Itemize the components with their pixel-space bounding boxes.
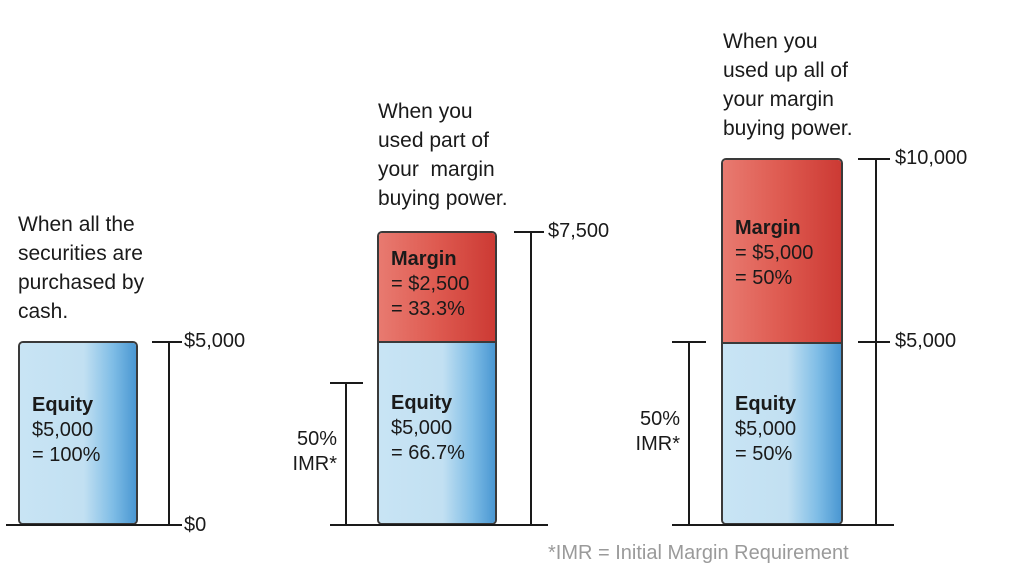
- caption-line: cash.: [18, 300, 69, 323]
- caption-line: When all the: [18, 213, 135, 236]
- imr-label: 50% IMR*: [625, 407, 680, 457]
- caption-line: used up all of: [723, 59, 848, 82]
- part-margin-bar: Margin = $2,500 = 33.3% Equity $5,000 = …: [377, 231, 497, 525]
- baseline: [672, 524, 894, 526]
- bracket-vertical: [530, 231, 532, 525]
- caption-cash: When all the securities are purchased by…: [18, 210, 144, 326]
- tick-label-mid: $5,000: [895, 330, 957, 352]
- equity-value: $5,000: [735, 418, 797, 440]
- margin-title: Margin: [391, 248, 457, 270]
- equity-title: Equity: [391, 392, 453, 414]
- imr-percent: 50%: [296, 428, 337, 450]
- baseline: [330, 524, 548, 526]
- margin-value: = $2,500: [391, 273, 470, 295]
- imr-text: IMR*: [635, 433, 680, 455]
- imr-bracket-vertical: [345, 382, 347, 525]
- margin-title: Margin: [735, 217, 801, 239]
- full-margin-bar: Margin = $5,000 = 50% Equity $5,000 = 50…: [721, 158, 843, 525]
- equity-text: Equity $5,000 = 100%: [32, 393, 100, 468]
- tick-label-top: $10,000: [895, 147, 968, 169]
- caption-line: your margin: [723, 88, 834, 111]
- imr-percent: 50%: [639, 408, 680, 430]
- margin-value: = $5,000: [735, 242, 814, 264]
- tick-label-zero: $0: [184, 514, 207, 536]
- bracket-top-tick: [152, 341, 182, 343]
- equity-percent: = 100%: [32, 444, 101, 466]
- caption-line: buying power.: [723, 117, 853, 140]
- equity-text: Equity $5,000 = 50%: [735, 392, 796, 467]
- bracket-mid-tick: [858, 341, 890, 343]
- tick-label-top: $5,000: [184, 330, 246, 352]
- bracket-top-tick: [858, 158, 890, 160]
- equity-percent: = 66.7%: [391, 442, 465, 464]
- imr-bracket-top-tick: [330, 382, 363, 384]
- margin-text: Margin = $2,500 = 33.3%: [391, 247, 469, 322]
- bracket-vertical: [168, 341, 170, 525]
- margin-percent: = 50%: [735, 267, 793, 289]
- imr-label: 50% IMR*: [282, 427, 337, 477]
- imr-bracket-vertical: [688, 341, 690, 525]
- equity-value: $5,000: [32, 419, 94, 441]
- equity-segment: Equity $5,000 = 66.7%: [379, 341, 495, 523]
- caption-line: When you: [723, 30, 818, 53]
- bracket-bottom-tick: [152, 524, 182, 526]
- equity-segment: Equity $5,000 = 100%: [20, 343, 136, 523]
- imr-text: IMR*: [292, 453, 337, 475]
- equity-value: $5,000: [391, 417, 453, 439]
- margin-segment: Margin = $5,000 = 50%: [723, 160, 841, 344]
- tick-label-top: $7,500: [548, 220, 610, 242]
- equity-title: Equity: [735, 393, 797, 415]
- equity-title: Equity: [32, 394, 94, 416]
- cash-bar: Equity $5,000 = 100%: [18, 341, 138, 525]
- caption-line: your margin: [378, 158, 495, 181]
- margin-segment: Margin = $2,500 = 33.3%: [379, 233, 495, 343]
- caption-line: securities are: [18, 242, 143, 265]
- caption-line: purchased by: [18, 271, 145, 294]
- caption-part-margin: When you used part of your margin buying…: [378, 97, 508, 213]
- equity-segment: Equity $5,000 = 50%: [723, 342, 841, 523]
- equity-text: Equity $5,000 = 66.7%: [391, 391, 465, 466]
- imr-bracket-top-tick: [672, 341, 706, 343]
- caption-line: buying power.: [378, 187, 508, 210]
- margin-percent: = 33.3%: [391, 298, 465, 320]
- caption-line: used part of: [378, 129, 489, 152]
- caption-line: When you: [378, 100, 473, 123]
- caption-all-margin: When you used up all of your margin buyi…: [723, 27, 853, 143]
- bracket-top-tick: [514, 231, 544, 233]
- equity-percent: = 50%: [735, 443, 793, 465]
- margin-text: Margin = $5,000 = 50%: [735, 216, 813, 291]
- baseline: [6, 524, 156, 526]
- footnote: *IMR = Initial Margin Requirement: [548, 542, 849, 564]
